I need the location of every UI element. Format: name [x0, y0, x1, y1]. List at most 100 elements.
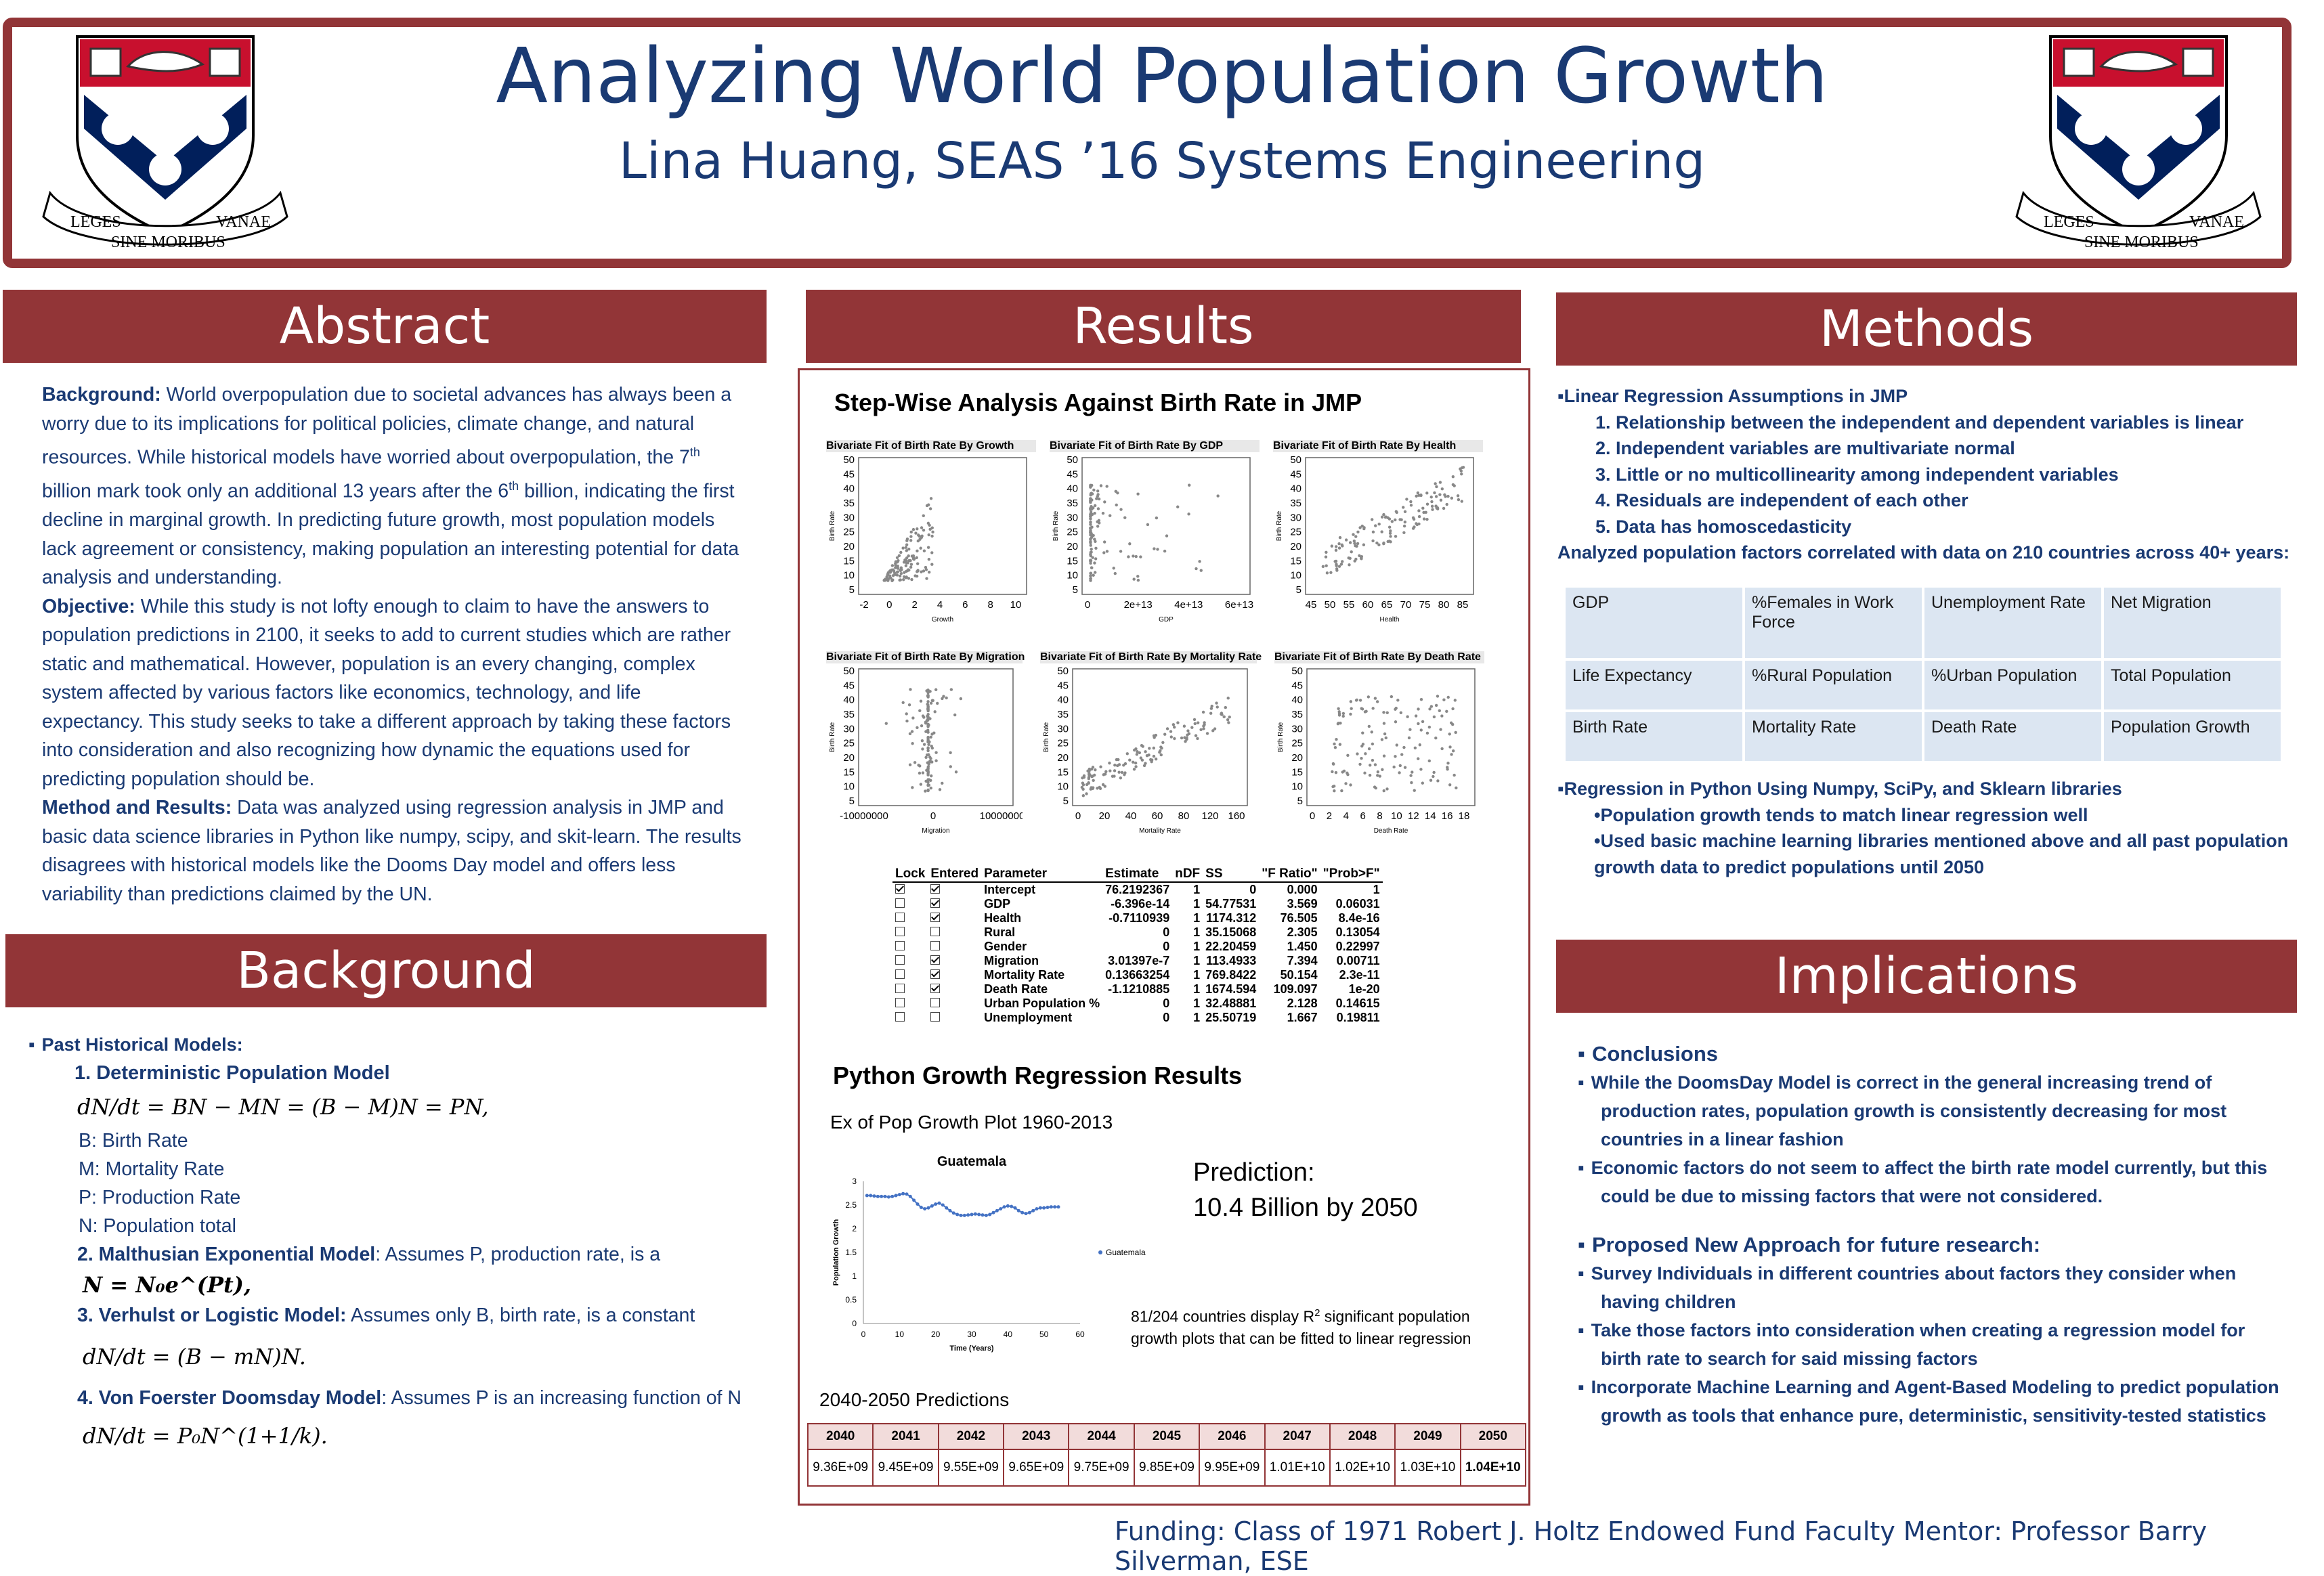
scatter-point — [949, 751, 952, 755]
scatter-point — [1346, 771, 1349, 775]
scatter-point — [1085, 792, 1088, 795]
scatter-point — [1350, 550, 1353, 554]
scatter-point — [896, 565, 899, 568]
entered-checkbox[interactable] — [930, 927, 941, 936]
scatter-point — [1344, 782, 1348, 785]
lock-checkbox[interactable] — [895, 984, 905, 993]
scatter-point — [1135, 753, 1139, 756]
scatter-point — [1205, 732, 1209, 735]
entered-checkbox[interactable] — [930, 984, 941, 993]
x-tick-label: 60 — [1152, 810, 1163, 822]
motto-vanae: VANAE — [216, 213, 271, 231]
factor-cell: Total Population — [2101, 658, 2283, 712]
factors-table: GDP %Females in Work Force Unemployment Ra… — [1563, 585, 2283, 764]
scatter-point — [1406, 715, 1409, 718]
x-tick-label: 80 — [1178, 810, 1190, 822]
scatter-point — [1134, 761, 1138, 765]
scatter-point — [1226, 718, 1230, 722]
y-tick-label: 30 — [1291, 723, 1303, 735]
x-tick-label: 60 — [1362, 599, 1374, 611]
scatter-point — [1090, 525, 1094, 529]
lock-checkbox[interactable] — [895, 927, 905, 936]
x-tick-label: 8 — [987, 599, 993, 611]
scatter-point — [1460, 472, 1463, 476]
scatter-point — [1123, 516, 1127, 519]
scatter-point — [1101, 512, 1105, 515]
scatter-point — [1409, 774, 1413, 777]
scatter-point — [1186, 729, 1190, 732]
scatter-point — [1346, 753, 1350, 757]
x-tick-label: 12 — [1408, 810, 1419, 822]
x-tick-label: 6 — [1360, 810, 1365, 822]
scatter-point — [1192, 718, 1197, 722]
scatter-point — [1438, 709, 1441, 713]
series-point — [1042, 1206, 1046, 1210]
scatter-point — [929, 701, 933, 705]
x-tick-label: 20 — [1099, 810, 1111, 822]
entered-checkbox[interactable] — [930, 913, 941, 922]
scatter-point — [925, 720, 928, 723]
y-tick-label: 25 — [1290, 527, 1301, 538]
lock-checkbox[interactable] — [895, 898, 905, 908]
param-prob: 0.22997 — [1335, 940, 1380, 953]
scatter-point — [1081, 776, 1084, 780]
scatter-plot-title: Bivariate Fit of Birth Rate By Migration — [826, 651, 1025, 663]
entered-checkbox[interactable] — [930, 969, 941, 979]
scatter-point — [1089, 537, 1092, 541]
scatter-point — [1419, 697, 1423, 701]
scatter-point — [1173, 725, 1176, 729]
lock-checkbox[interactable] — [895, 969, 905, 979]
scatter-point — [1341, 560, 1344, 563]
scatter-point — [1338, 743, 1342, 746]
scatter-point — [1090, 548, 1093, 551]
scatter-point — [1422, 510, 1425, 515]
entered-checkbox[interactable] — [930, 955, 941, 965]
series-point — [959, 1213, 963, 1217]
lock-checkbox[interactable] — [895, 913, 905, 922]
y-tick-label: 45 — [843, 680, 855, 691]
scatter-point — [1451, 749, 1455, 753]
entered-checkbox[interactable] — [930, 898, 941, 908]
series-point — [908, 1194, 912, 1198]
scatter-point — [1169, 735, 1173, 739]
scatter-point — [1119, 776, 1123, 780]
series-point — [912, 1198, 916, 1202]
scatter-point — [1226, 697, 1230, 700]
entered-checkbox[interactable] — [930, 884, 941, 894]
python-point: •Population growth tends to match linear… — [1594, 804, 2088, 825]
scatter-point — [1102, 551, 1106, 554]
entered-checkbox[interactable] — [930, 941, 941, 950]
scatter-point — [1116, 491, 1119, 495]
chart-x-tick: 40 — [1004, 1330, 1013, 1339]
scatter-point — [1324, 555, 1328, 559]
pred-year: 2044 — [1068, 1423, 1135, 1450]
scatter-point — [1344, 538, 1348, 542]
param-p: Gender — [984, 940, 1027, 953]
lock-checkbox[interactable] — [895, 1012, 905, 1022]
lock-checkbox[interactable] — [895, 884, 905, 894]
scatter-point — [1446, 695, 1450, 699]
scatter-point — [1136, 575, 1140, 578]
scatter-point — [1395, 743, 1398, 747]
pred-year: 2048 — [1329, 1423, 1396, 1450]
python-methods: ▪Regression in Python Using Numpy, SciPy… — [1557, 776, 2323, 880]
chart-y-tick: 2 — [852, 1224, 857, 1233]
series-point — [970, 1212, 974, 1217]
lock-checkbox[interactable] — [895, 941, 905, 950]
scatter-point — [1120, 770, 1124, 774]
svg-text:SINE MORIBUS: SINE MORIBUS — [2084, 234, 2199, 250]
scatter-point — [1425, 731, 1429, 735]
scatter-point — [934, 688, 938, 691]
entered-checkbox[interactable] — [930, 1012, 941, 1022]
scatter-point — [1086, 769, 1090, 773]
x-tick-label: 40 — [1125, 810, 1137, 822]
y-axis-label: Birth Rate — [1276, 510, 1283, 541]
param-ss: 22.20459 — [1205, 940, 1257, 953]
y-tick-label: 15 — [1067, 555, 1078, 567]
entered-checkbox[interactable] — [930, 998, 941, 1007]
param-header: nDF — [1172, 867, 1203, 883]
scatter-point — [1216, 494, 1220, 498]
scatter-point — [927, 571, 931, 574]
lock-checkbox[interactable] — [895, 955, 905, 965]
lock-checkbox[interactable] — [895, 998, 905, 1007]
